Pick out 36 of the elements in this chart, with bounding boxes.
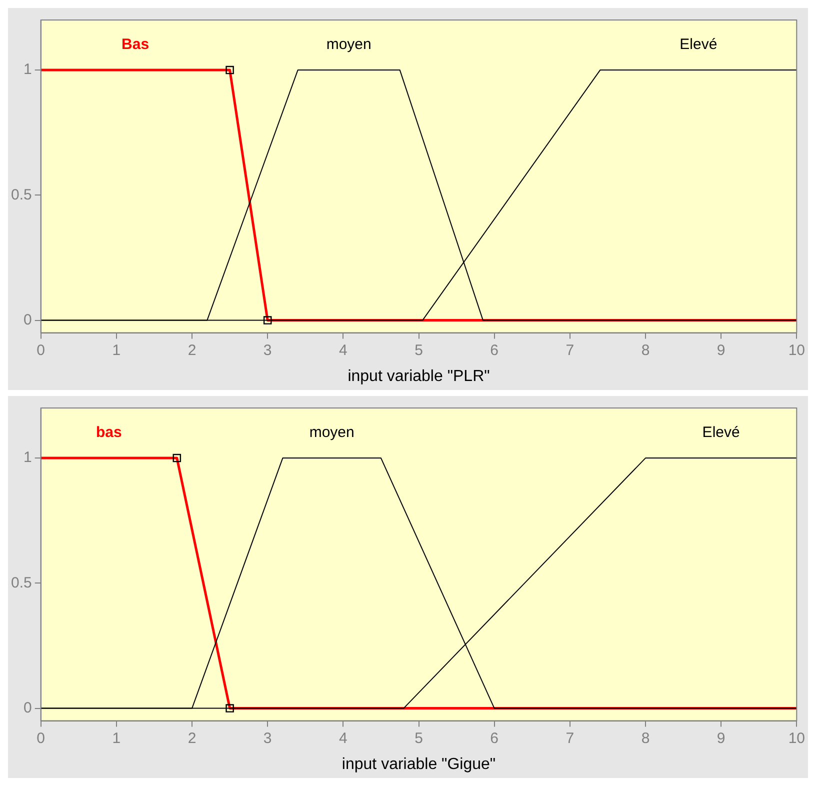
x-tick-label: 7 [566,730,574,747]
y-tick-label: 0 [24,699,32,716]
series-label: bas [96,424,122,442]
series-label: moyen [326,36,372,54]
x-tick-label: 2 [188,342,196,359]
x-tick-label: 5 [414,342,423,359]
x-tick-label: 4 [339,730,348,747]
x-tick-label: 8 [641,342,650,359]
x-tick-label: 1 [112,730,121,747]
x-tick-label: 3 [263,342,272,359]
x-tick-label: 6 [490,730,499,747]
x-axis-title: input variable "Gigue" [342,756,496,773]
x-tick-label: 10 [788,342,805,359]
x-tick-label: 4 [339,342,348,359]
x-tick-label: 9 [716,730,726,747]
series-label: Elevé [702,424,740,442]
y-tick-label: 1 [24,449,32,466]
x-tick-label: 0 [36,730,46,747]
x-tick-label: 5 [414,730,423,747]
y-tick-label: 0.5 [10,574,32,592]
x-axis-title: input variable "PLR" [348,368,490,385]
x-tick-label: 9 [716,342,726,359]
series-label: Elevé [680,36,718,54]
y-tick-label: 0.5 [10,186,32,204]
x-tick-label: 1 [112,342,121,359]
series-label: moyen [309,424,354,442]
x-tick-label: 0 [36,342,46,359]
y-tick-label: 0 [24,311,32,328]
x-tick-label: 6 [490,342,499,359]
x-tick-label: 3 [263,730,272,747]
x-tick-label: 8 [641,730,650,747]
x-tick-label: 7 [566,342,574,359]
x-tick-label: 2 [188,730,196,747]
series-label: Bas [122,36,150,54]
x-tick-label: 10 [788,730,805,747]
y-tick-label: 1 [24,61,32,78]
